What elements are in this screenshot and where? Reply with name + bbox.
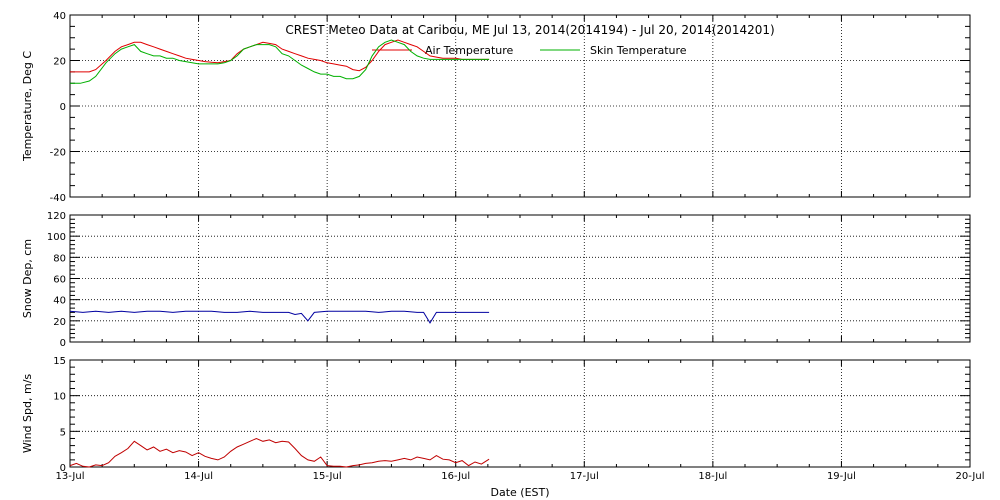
wind-y-tick-label: 0 (60, 463, 66, 474)
x-tick-label: 16-Jul (441, 471, 470, 482)
legend-label-air-temperature: Air Temperature (425, 44, 514, 57)
snow-series-line-0 (69, 310, 490, 324)
snow-y-tick-label: 120 (47, 211, 66, 222)
snow-y-axis-label: Snow Dep, cm (21, 239, 34, 318)
wind-speed-panel: 0 5 10 15 Wind Spd, m/s (21, 356, 971, 474)
temperature-series-line-1 (70, 39, 490, 84)
x-tick-label: 14-Jul (184, 471, 213, 482)
wind-y-tick-label: 5 (60, 427, 66, 438)
temperature-panel: -40 -20 0 20 40 Temperature, Deg C (21, 11, 971, 204)
temperature-y-tick-label: 40 (53, 11, 66, 22)
wind-y-tick-label: 10 (53, 392, 66, 403)
temperature-y-tick-label: 0 (60, 102, 66, 113)
snow-y-tick-label: 100 (47, 232, 66, 243)
snow-y-tick-label: 0 (60, 338, 66, 349)
legend-label-skin-temperature: Skin Temperature (590, 44, 687, 57)
snow-depth-panel: 0 20 40 60 80 100 120 Snow Dep, cm (21, 211, 971, 349)
x-axis-label: Date (EST) (490, 486, 549, 499)
temperature-y-tick-label: -40 (50, 193, 66, 204)
temperature-y-tick-label: 20 (53, 57, 66, 68)
chart-title: CREST Meteo Data at Caribou, ME Jul 13, … (285, 23, 774, 37)
x-axis-ticks: 13-Jul 14-Jul 15-Jul 16-Jul 17-Jul 18-Jul 19-J… (56, 471, 985, 482)
x-tick-label: 18-Jul (698, 471, 727, 482)
snow-y-tick-label: 60 (53, 275, 66, 286)
wind-y-tick-label: 15 (53, 356, 66, 367)
snow-y-tick-label: 20 (53, 317, 66, 328)
x-tick-label: 15-Jul (313, 471, 342, 482)
x-tick-label: 19-Jul (827, 471, 856, 482)
snow-y-tick-label: 40 (53, 296, 66, 307)
x-tick-label: 20-Jul (956, 471, 985, 482)
wind-series-line-0 (69, 437, 490, 468)
temperature-series-line-0 (70, 39, 490, 73)
x-tick-label: 13-Jul (56, 471, 85, 482)
temperature-y-tick-label: -20 (50, 148, 66, 159)
temperature-y-axis-label: Temperature, Deg C (21, 51, 34, 162)
snow-y-tick-label: 80 (53, 253, 66, 264)
x-tick-label: 17-Jul (570, 471, 599, 482)
wind-y-axis-label: Wind Spd, m/s (21, 374, 34, 454)
legend: Air Temperature Skin Temperature (372, 44, 687, 57)
